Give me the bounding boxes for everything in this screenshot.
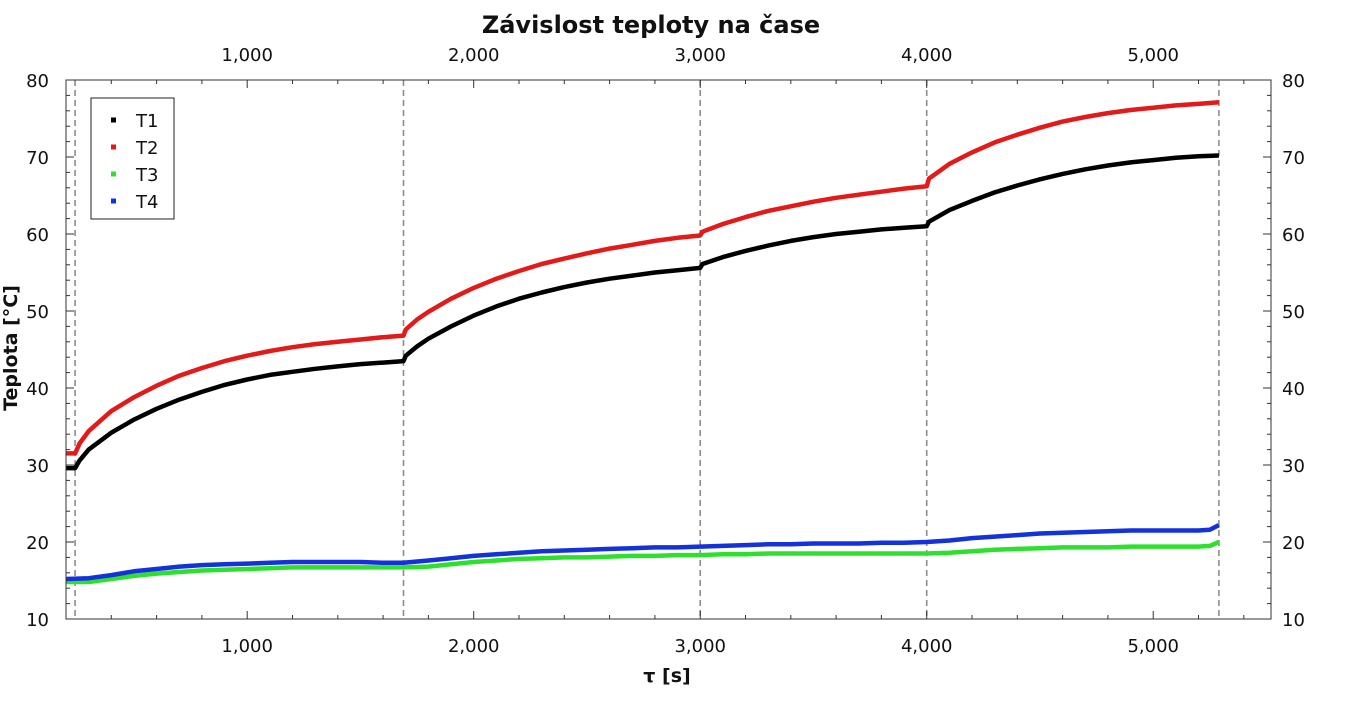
- legend: T1 T2 T3 T4: [90, 97, 175, 220]
- y-tick-label-left: 70: [26, 148, 49, 169]
- y-tick-label-right: 10: [1282, 610, 1305, 631]
- legend-marker-t4: [111, 198, 116, 204]
- chart-title: Závislost teploty na čase: [482, 11, 820, 39]
- y-tick-label-right: 80: [1282, 71, 1305, 92]
- x-tick-label-bottom: 5,000: [1127, 636, 1179, 657]
- legend-box: [90, 97, 175, 220]
- y-tick-label-left: 80: [26, 71, 49, 92]
- series-line-t2: [66, 100, 1220, 456]
- series-line-t1: [66, 153, 1219, 471]
- x-tick-label-top: 1,000: [221, 45, 273, 66]
- y-tick-label-right: 40: [1282, 379, 1305, 400]
- x-tick-label-top: 2,000: [448, 45, 500, 66]
- x-axis-label: τ [s]: [643, 665, 690, 687]
- legend-label-t3: T3: [135, 165, 158, 186]
- legend-marker-t3: [111, 171, 116, 177]
- legend-label-t4: T4: [135, 192, 158, 213]
- plot-frame: [65, 79, 1272, 620]
- legend-marker-t2: [111, 144, 116, 150]
- x-tick-label-bottom: 2,000: [448, 636, 500, 657]
- ticks-layer: 1,000 1,000 2,000 2,000 3,000 3,000 4,000 4,000…: [26, 45, 1305, 657]
- y-tick-label-right: 50: [1282, 302, 1305, 323]
- y-tick-label-right: 30: [1282, 456, 1305, 477]
- legend-marker-t1: [111, 117, 116, 123]
- series-line-t3: [66, 539, 1220, 585]
- x-tick-label-top: 3,000: [674, 45, 726, 66]
- y-tick-label-left: 10: [26, 610, 49, 631]
- series-line-t4: [65, 523, 1220, 582]
- legend-label-t1: T1: [135, 111, 158, 132]
- y-tick-label-left: 50: [26, 302, 49, 323]
- x-tick-label-top: 4,000: [901, 45, 953, 66]
- y-tick-label-right: 70: [1282, 148, 1305, 169]
- y-tick-label-left: 20: [26, 533, 49, 554]
- y-tick-label-right: 20: [1282, 533, 1305, 554]
- y-tick-label-left: 60: [26, 225, 49, 246]
- legend-label-t2: T2: [135, 138, 158, 159]
- x-tick-label-bottom: 3,000: [674, 636, 726, 657]
- y-axis-label: Teplota [°C]: [0, 285, 22, 411]
- x-tick-label-bottom: 1,000: [221, 636, 273, 657]
- x-tick-label-bottom: 4,000: [901, 636, 953, 657]
- series-layer: [65, 100, 1220, 585]
- y-tick-label-left: 30: [26, 456, 49, 477]
- y-tick-label-left: 40: [26, 379, 49, 400]
- x-tick-label-top: 5,000: [1127, 45, 1179, 66]
- y-tick-label-right: 60: [1282, 225, 1305, 246]
